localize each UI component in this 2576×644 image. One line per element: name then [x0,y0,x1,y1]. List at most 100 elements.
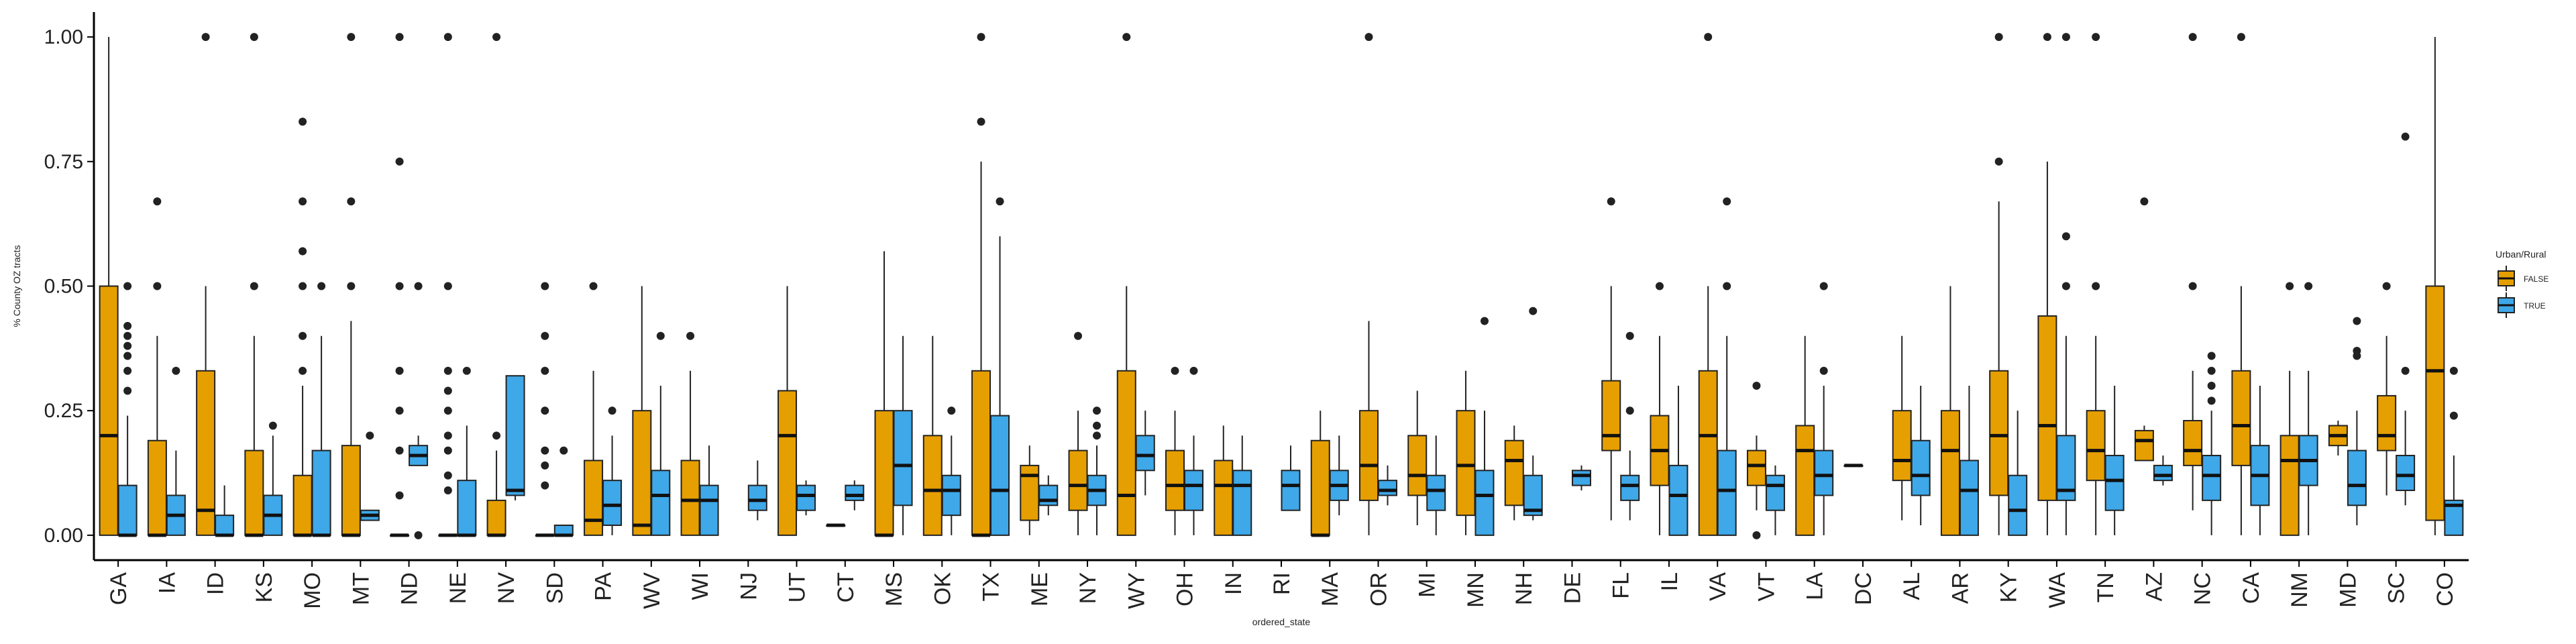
legend-entry-FALSE: FALSE [2498,266,2548,291]
box-body [632,410,652,536]
box-body [1959,460,1979,536]
x-tick-label: MA [1318,572,1343,606]
box-VT-FALSE [1746,382,1766,539]
outlier-point [299,366,307,375]
outlier-point [2449,411,2458,420]
x-tick-label: MS [881,572,907,606]
x-tick-label: IN [1221,572,1246,595]
box-WA-TRUE [2056,33,2076,535]
x-tick-label: TN [2093,572,2118,602]
outlier-point [299,282,307,290]
box-body [1038,484,1059,506]
x-tick-label: PA [591,572,616,601]
x-tick-label: MT [348,572,374,605]
outlier-point [443,431,452,440]
box-body [2104,455,2125,511]
box-WY-FALSE [1116,33,1136,536]
box-body [1911,439,1931,496]
box-body [1456,410,1476,517]
y-tick-label: 1.00 [44,26,83,48]
legend-label: FALSE [2524,274,2548,284]
box-CO-TRUE [2444,366,2464,536]
box-body [1620,474,1640,501]
box-MN-FALSE [1456,370,1476,535]
outlier-point [395,446,404,455]
x-tick-label: KY [1996,572,2022,602]
box-FL-FALSE [1601,197,1621,521]
outlier-point [172,366,180,375]
outlier-point [299,247,307,256]
box-TX-FALSE [971,33,991,537]
outlier-point [123,321,132,330]
box-body [196,370,216,536]
box-body [651,470,671,536]
box-IL-FALSE [1650,282,1670,535]
x-tick-label: CO [2432,572,2458,606]
outlier-point [2207,382,2216,390]
box-body [1135,435,1155,472]
box-MT-FALSE [341,33,361,537]
box-MA-FALSE [1310,411,1330,537]
outlier-point [2304,282,2313,290]
box-MD-FALSE [2328,421,2348,456]
box-LA-TRUE [1814,282,1834,535]
box-AZ-TRUE [2153,455,2173,486]
outlier-point [1122,33,1131,42]
box-body [2425,285,2445,521]
box-body [2202,455,2222,501]
box-NY-FALSE [1068,331,1088,535]
x-tick-label: UT [785,572,810,602]
box-MT-TRUE [360,431,380,521]
box-AR-FALSE [1940,286,1960,536]
x-tick-label: NV [494,572,519,604]
outlier-point [977,33,985,42]
box-body [505,375,525,496]
outlier-point [299,197,307,206]
outlier-point [414,531,423,539]
x-tick-label: DE [1560,572,1585,604]
box-KS-TRUE [263,421,283,536]
box-KY-TRUE [2008,411,2028,536]
x-tick-label: SC [2384,572,2410,604]
box-body [2086,410,2106,482]
x-tick-label: WA [2045,572,2070,608]
box-body [1407,435,1428,496]
outlier-point [1819,282,1828,290]
box-MI-TRUE [1426,435,1446,535]
box-IN-FALSE [1214,425,1234,536]
box-body [2008,474,2028,536]
outlier-point [395,407,404,415]
box-WA-FALSE [2037,33,2057,535]
outlier-point [541,446,549,455]
box-body [777,390,798,536]
x-axis-title: ordered_state [1252,616,1311,627]
outlier-point [153,197,162,206]
box-body [244,449,264,536]
box-MD-TRUE [2347,317,2367,526]
box-WI-FALSE [680,331,700,536]
outlier-point [395,366,404,375]
outlier-point [443,446,452,455]
box-body [1474,470,1495,536]
box-MS-FALSE [874,251,894,537]
box-IL-TRUE [1668,386,1688,536]
box-body [2153,464,2173,482]
x-tick-label: WY [1124,572,1149,609]
box-body [2377,394,2397,451]
box-body [1746,449,1766,486]
outlier-point [395,282,404,290]
x-tick-label: MO [300,572,325,609]
box-body [941,474,961,517]
x-tick-label: TX [979,572,1004,601]
outlier-point [656,331,665,340]
box-body [486,499,506,536]
box-MA-TRUE [1329,435,1349,516]
outlier-point [2043,33,2051,42]
box-IA-TRUE [166,366,186,536]
outlier-point [123,282,132,290]
box-OR-FALSE [1358,33,1379,535]
outlier-point [2092,282,2100,290]
box-KS-FALSE [244,33,264,537]
outlier-point [1723,282,1731,290]
box-PA-FALSE [584,282,604,536]
